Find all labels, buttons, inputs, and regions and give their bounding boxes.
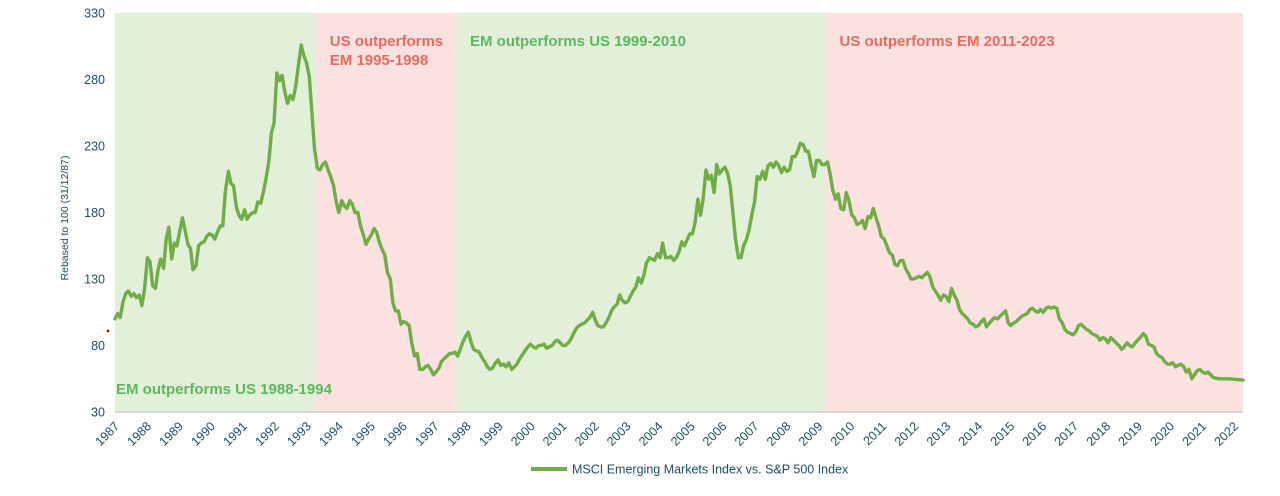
region-label-4: US outperforms EM 2011-2023 [840,33,1055,50]
stray-marker [106,329,110,333]
x-tick-label: 2001 [540,419,570,449]
x-tick-label: 1993 [284,419,314,449]
x-tick-label: 2018 [1084,419,1114,449]
region-labels: EM outperforms US 1988-1994 US outperform… [116,33,1055,398]
x-tick-label: 2021 [1180,419,1210,449]
x-tick-label: 2004 [636,419,666,449]
shaded-regions [115,13,1243,412]
region-label-1: EM outperforms US 1988-1994 [116,381,333,398]
x-tick-label: 1989 [156,419,186,449]
y-axis: 30 80 130 180 230 280 330 [84,7,105,420]
x-tick-label: 2007 [732,419,762,449]
y-tick-label: 330 [84,7,105,21]
x-tick-label: 2013 [924,419,954,449]
x-tick-label: 2000 [508,419,538,449]
x-tick-label: 2008 [764,419,794,449]
x-tick-label: 2014 [956,419,986,449]
x-tick-label: 1994 [316,419,346,449]
y-tick-label: 80 [91,339,105,353]
y-tick-label: 280 [84,73,105,87]
x-tick-label: 1990 [188,419,218,449]
legend: MSCI Emerging Markets Index vs. S&P 500 … [531,463,849,477]
y-tick-label: 30 [91,406,105,420]
x-tick-label: 2019 [1116,419,1146,449]
x-tick-label: 1995 [348,419,378,449]
region-band-2 [315,13,457,412]
y-tick-label: 130 [84,273,105,287]
x-tick-label: 2012 [892,419,922,449]
x-tick-label: 1991 [220,419,250,449]
x-tick-label: 1988 [125,419,155,449]
x-tick-label: 1999 [476,419,506,449]
series-lines [106,43,1245,382]
x-tick-label: 2003 [604,419,634,449]
y-axis-label: Rebased to 100 (31/12/87) [59,156,71,281]
x-tick-label: 1987 [93,419,123,449]
x-tick-label: 2011 [861,419,890,448]
x-tick-label: 2016 [1020,419,1050,449]
x-tick-label: 2010 [828,419,858,449]
x-tick-label: 2020 [1148,419,1178,449]
region-band-4 [825,13,1243,412]
y-tick-label: 230 [84,140,105,154]
x-tick-label: 1997 [412,419,442,449]
x-tick-label: 2009 [796,419,826,449]
region-band-1 [115,13,316,412]
region-label-3: EM outperforms US 1999-2010 [470,33,686,50]
x-tick-label: 1992 [252,419,282,449]
region-band-3 [456,13,826,412]
x-tick-label: 1998 [444,419,474,449]
x-tick-label: 2002 [572,419,602,449]
y-tick-label: 180 [84,206,105,220]
region-label-2: US outperforms [330,33,443,50]
legend-label: MSCI Emerging Markets Index vs. S&P 500 … [572,463,849,477]
x-tick-label: 2017 [1052,419,1082,449]
x-tick-label: 2006 [700,419,730,449]
region-label-2: EM 1995-1998 [330,52,428,69]
x-tick-label: 1996 [380,419,410,449]
series-line-1 [113,43,1245,382]
x-tick-label: 2022 [1212,419,1242,449]
x-tick-label: 2005 [668,419,698,449]
x-axis: 1987 1988 1989 1990 1991 1992 1993 1994 1995 1996… [93,411,1243,449]
x-tick-label: 2015 [988,419,1018,449]
